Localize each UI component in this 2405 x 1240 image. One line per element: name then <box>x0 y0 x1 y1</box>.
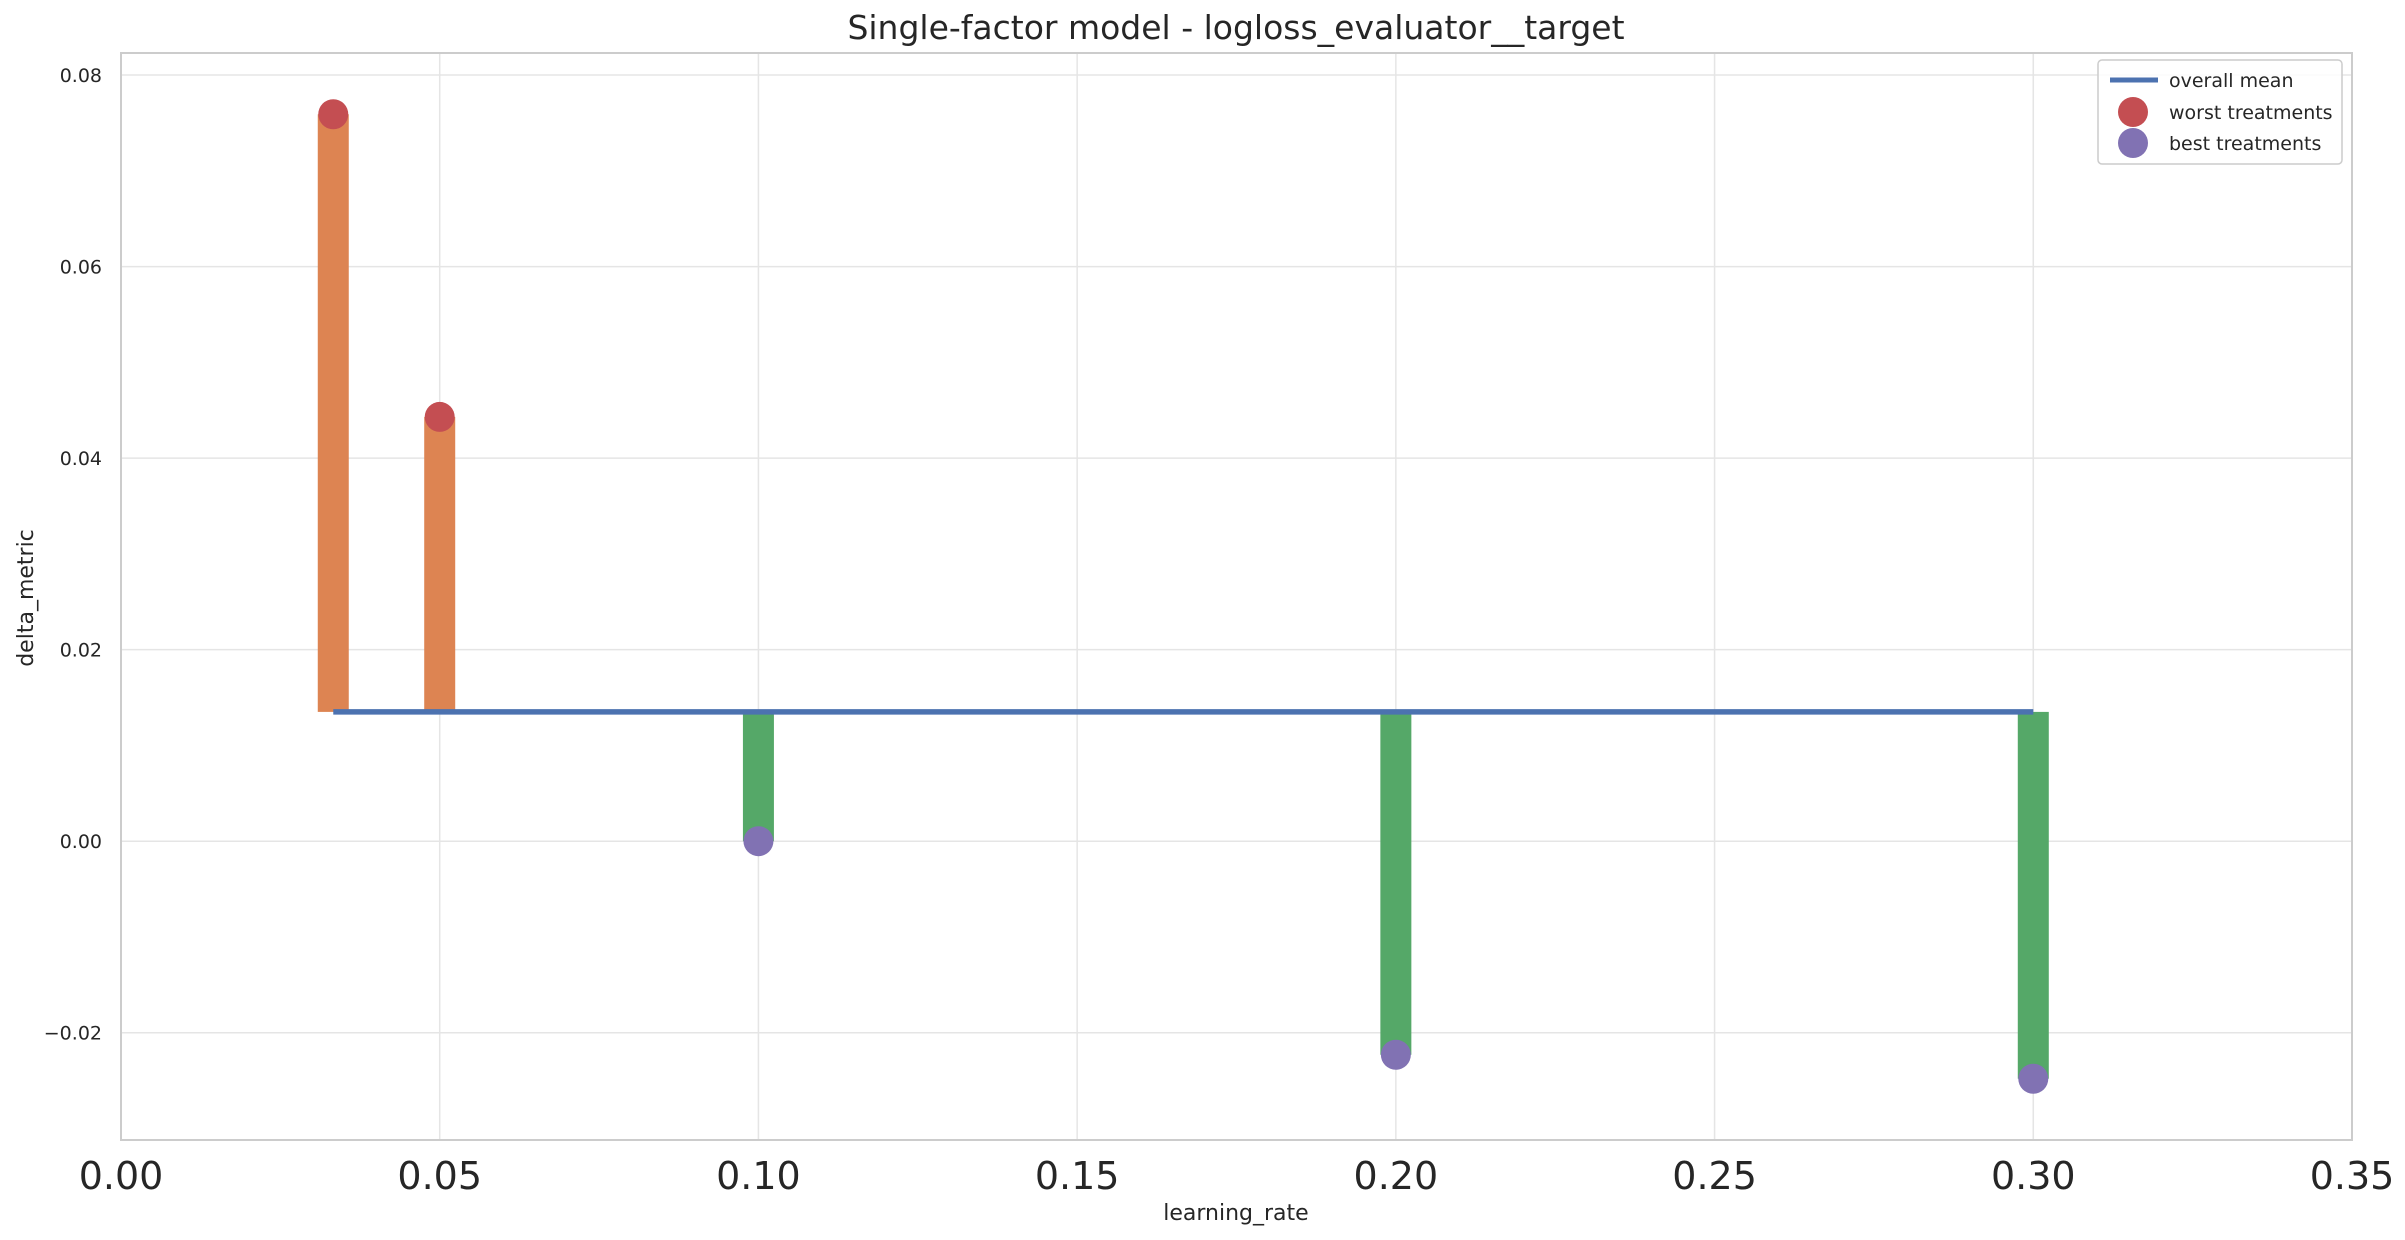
chart-title: Single-factor model - logloss_evaluator_… <box>847 8 1624 47</box>
x-tick-labels: 0.00 0.05 0.10 0.15 0.20 0.25 0.30 0.35 <box>79 1154 2395 1198</box>
treatment-points <box>318 99 2049 1094</box>
y-tick-label: −0.02 <box>44 1023 102 1045</box>
x-tick-label: 0.15 <box>1035 1154 1120 1198</box>
best-treatment-point <box>1380 1039 1411 1070</box>
bar <box>1380 711 1412 1055</box>
bar <box>317 114 349 712</box>
x-tick-label: 0.25 <box>1672 1154 1757 1198</box>
grid <box>120 53 2353 1140</box>
x-axis-label: learning_rate <box>1163 1201 1308 1226</box>
x-tick-label: 0.30 <box>1991 1154 2076 1198</box>
y-axis-label: delta_metric <box>14 529 39 667</box>
legend-best-treatments-label: best treatments <box>2169 133 2321 155</box>
worst-treatment-point <box>424 401 455 432</box>
legend-best-treatments-swatch <box>2118 128 2148 158</box>
legend-worst-treatments-swatch <box>2118 97 2148 127</box>
legend-overall-mean-label: overall mean <box>2169 70 2294 92</box>
y-tick-labels: −0.02 0.00 0.02 0.04 0.06 0.08 <box>44 65 102 1045</box>
best-treatment-point <box>2018 1063 2049 1094</box>
x-tick-label: 0.10 <box>716 1154 801 1198</box>
y-tick-label: 0.02 <box>60 640 102 662</box>
legend: overall mean worst treatments best treat… <box>2097 59 2343 165</box>
y-tick-label: 0.00 <box>60 831 102 853</box>
best-treatment-point <box>743 826 774 857</box>
bars <box>317 114 2049 1079</box>
worst-treatment-point <box>318 99 349 130</box>
x-tick-label: 0.05 <box>397 1154 482 1198</box>
x-tick-label: 0.35 <box>2310 1154 2395 1198</box>
bar <box>2017 711 2049 1079</box>
legend-box <box>2097 59 2343 165</box>
x-tick-label: 0.20 <box>1354 1154 1439 1198</box>
axes-frame <box>120 52 2353 1141</box>
bar <box>424 416 456 712</box>
y-tick-label: 0.08 <box>60 65 102 87</box>
y-tick-label: 0.06 <box>60 257 102 279</box>
x-tick-label: 0.00 <box>79 1154 164 1198</box>
bar <box>742 711 774 842</box>
y-tick-label: 0.04 <box>60 448 102 470</box>
legend-worst-treatments-label: worst treatments <box>2169 102 2333 124</box>
